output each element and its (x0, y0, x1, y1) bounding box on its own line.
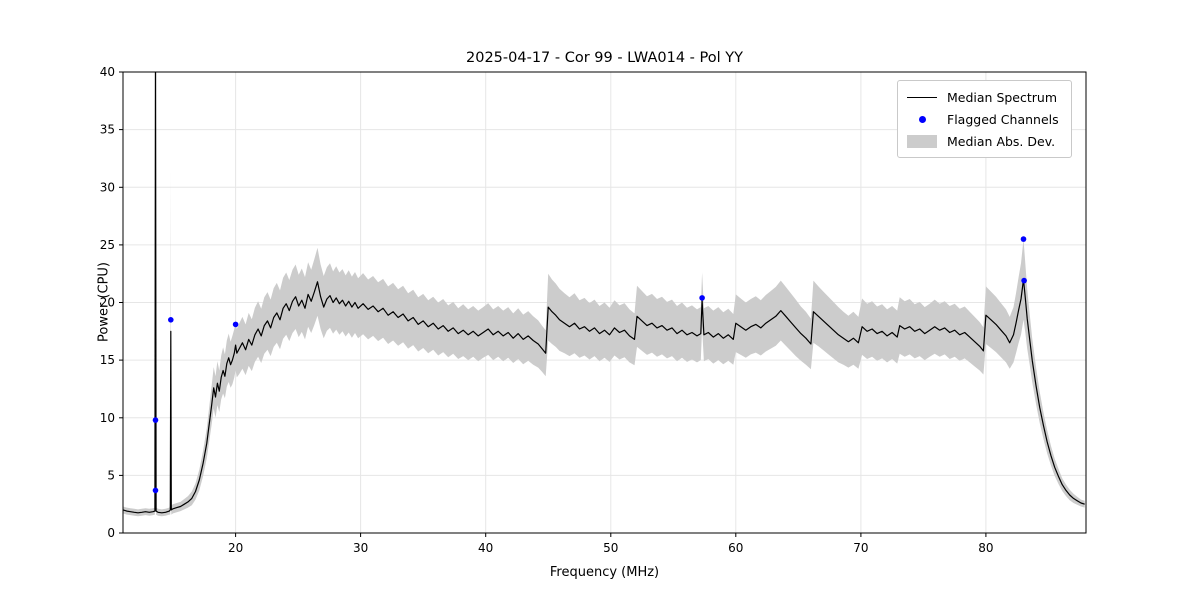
x-tick-label: 50 (603, 541, 618, 555)
y-tick-label: 10 (100, 411, 115, 425)
y-axis-label: Power (CPU) (96, 261, 112, 343)
median-spectrum-line (123, 72, 1085, 514)
legend-patch-sample (906, 134, 938, 148)
legend-label-mad: Median Abs. Dev. (947, 133, 1056, 149)
y-tick-label: 0 (107, 526, 115, 540)
y-tick-label: 25 (100, 238, 115, 252)
flagged-channel-marker (168, 317, 174, 323)
x-tick-label: 80 (978, 541, 993, 555)
x-tick-label: 20 (228, 541, 243, 555)
y-tick-label: 35 (100, 123, 115, 137)
y-tick-label: 5 (107, 468, 115, 482)
flagged-channel-marker (1021, 277, 1027, 284)
legend-entry-mad: Median Abs. Dev. (906, 130, 1059, 152)
plot-title: 2025-04-17 - Cor 99 - LWA014 - Pol YY (466, 50, 743, 66)
x-tick-label: 70 (853, 541, 868, 555)
flagged-channel-marker (152, 487, 159, 494)
legend-line-sample (906, 96, 938, 98)
legend-label-flagged-channels: Flagged Channels (947, 111, 1059, 127)
y-tick-label: 15 (100, 353, 115, 367)
legend-marker-sample (906, 115, 938, 123)
y-tick-label: 20 (100, 296, 115, 310)
mad-band (123, 72, 1085, 517)
x-tick-label: 60 (728, 541, 743, 555)
x-tick-label: 40 (478, 541, 493, 555)
legend-entry-flagged-channels: Flagged Channels (906, 108, 1059, 130)
flagged-channel-marker (699, 295, 705, 301)
y-tick-label: 40 (100, 65, 115, 79)
y-tick-label: 30 (100, 180, 115, 194)
legend-entry-median-spectrum: Median Spectrum (906, 86, 1059, 108)
legend: Median Spectrum Flagged Channels Median … (897, 80, 1072, 158)
flagged-channel-marker (152, 417, 159, 423)
legend-label-median-spectrum: Median Spectrum (947, 89, 1058, 105)
x-tick-label: 30 (353, 541, 368, 555)
x-axis-label: Frequency (MHz) (549, 565, 660, 580)
flagged-channel-marker (232, 321, 239, 328)
flagged-channel-marker (1020, 236, 1027, 242)
